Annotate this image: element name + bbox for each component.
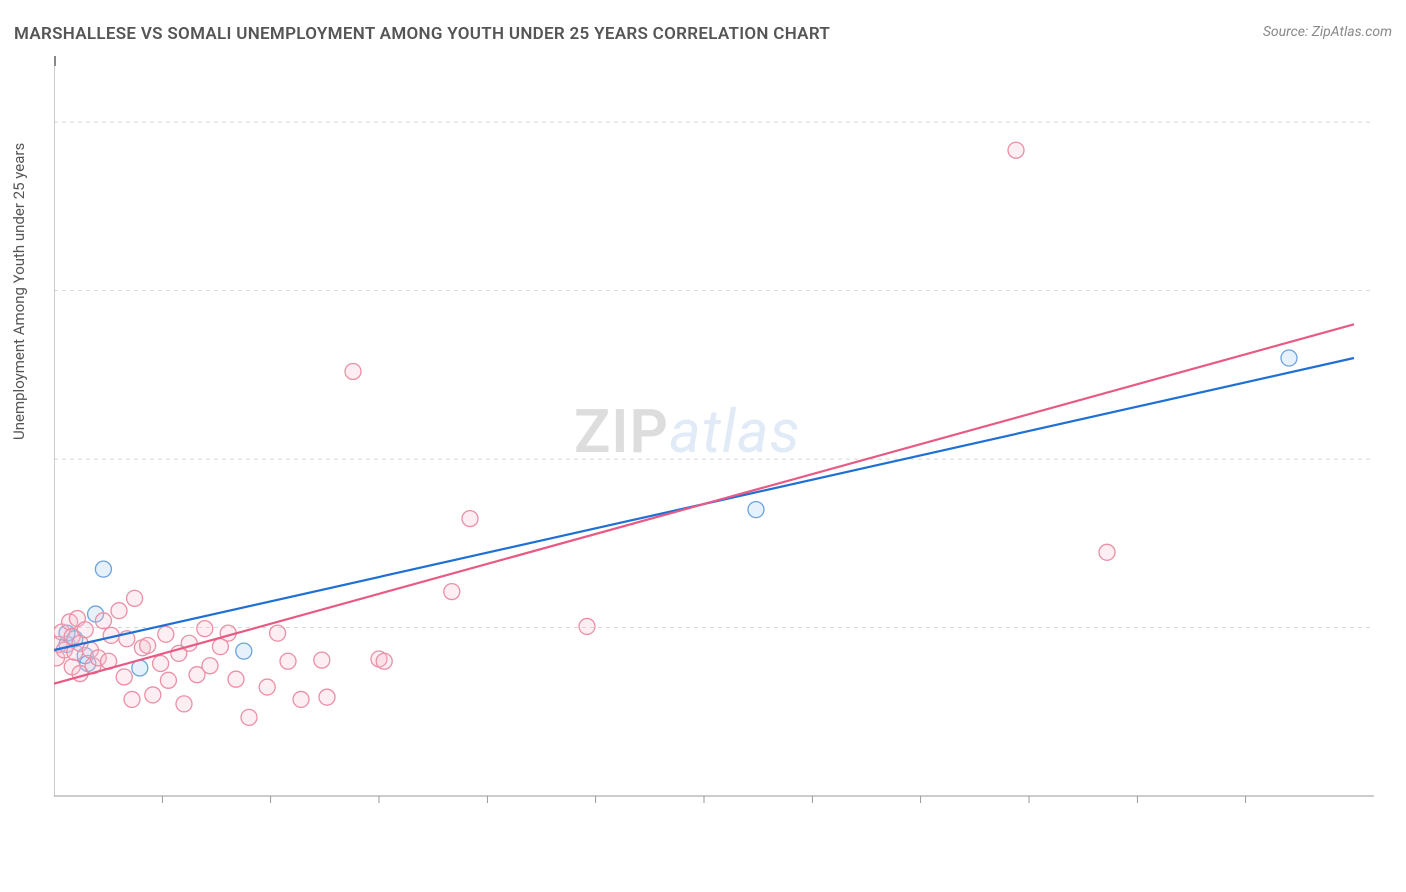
scatter-point [145, 687, 161, 703]
scatter-point [314, 652, 330, 668]
trend-line [54, 324, 1354, 683]
scatter-point [95, 613, 111, 629]
scatter-point [111, 603, 127, 619]
scatter-point [228, 671, 244, 687]
scatter-point [116, 669, 132, 685]
scatter-point [176, 696, 192, 712]
scatter-point [140, 638, 156, 654]
scatter-point [259, 679, 275, 695]
scatter-point [124, 691, 140, 707]
scatter-point [160, 672, 176, 688]
scatter-point [293, 691, 309, 707]
scatter-point [579, 618, 595, 634]
scatter-point [376, 653, 392, 669]
scatter-point [127, 590, 143, 606]
scatter-point [319, 689, 335, 705]
source-attribution: Source: ZipAtlas.com [1263, 24, 1392, 40]
scatter-point [202, 658, 218, 674]
scatter-point [197, 621, 213, 637]
statistics-legend [54, 56, 56, 66]
scatter-point [1281, 350, 1297, 366]
chart-plot-area: ZIPatlas [54, 56, 1392, 826]
scatter-plot-svg [54, 56, 1392, 826]
scatter-point [158, 626, 174, 642]
scatter-point [462, 511, 478, 527]
scatter-point [444, 584, 460, 600]
scatter-point [280, 653, 296, 669]
scatter-point [153, 655, 169, 671]
chart-title: MARSHALLESE VS SOMALI UNEMPLOYMENT AMONG… [14, 24, 830, 44]
scatter-point [77, 622, 93, 638]
y-axis-title: Unemployment Among Youth under 25 years [10, 143, 28, 440]
scatter-point [345, 363, 361, 379]
scatter-point [748, 502, 764, 518]
scatter-point [1008, 142, 1024, 158]
scatter-point [236, 643, 252, 659]
scatter-point [1099, 544, 1115, 560]
scatter-point [241, 709, 257, 725]
scatter-point [95, 561, 111, 577]
scatter-point [270, 625, 286, 641]
chart-header: MARSHALLESE VS SOMALI UNEMPLOYMENT AMONG… [14, 24, 1392, 44]
